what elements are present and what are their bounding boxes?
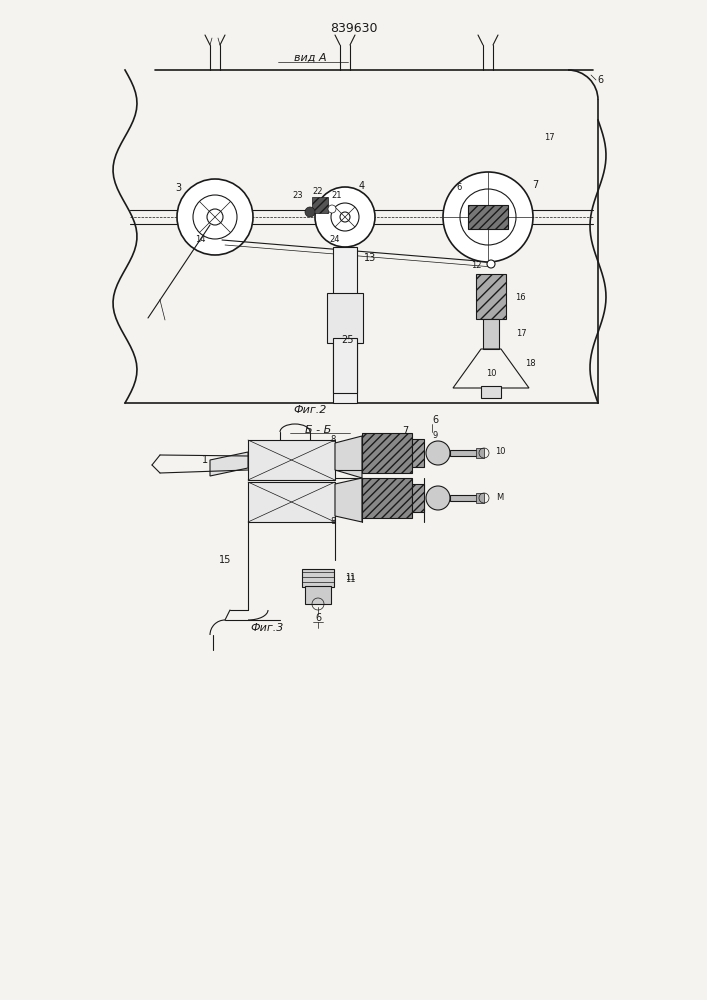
Circle shape [443,172,533,262]
Text: 15: 15 [218,555,231,565]
Bar [333,247,357,403]
Polygon shape [335,478,362,522]
Text: Фиг.3: Фиг.3 [250,623,284,633]
Text: 7: 7 [402,426,408,436]
Bar [327,293,363,343]
Bar [248,482,335,522]
Circle shape [328,205,336,213]
Bar [302,569,334,587]
Circle shape [331,203,359,231]
Bar [483,319,499,349]
Circle shape [193,195,237,239]
Text: 839630: 839630 [330,21,378,34]
Text: 14: 14 [194,235,205,244]
Circle shape [426,441,450,465]
Bar [248,440,335,480]
Circle shape [177,179,253,255]
Bar [362,433,412,473]
Polygon shape [335,436,362,478]
Bar [476,274,506,319]
Circle shape [426,486,450,510]
Bar [476,448,484,458]
Bar [333,338,357,393]
Text: Фиг.2: Фиг.2 [293,405,327,415]
Text: 8: 8 [330,516,336,526]
Text: 4: 4 [359,181,365,191]
Bar [476,493,484,503]
Circle shape [460,189,516,245]
Bar [450,450,480,456]
Text: 6: 6 [432,415,438,425]
Text: 6: 6 [315,613,321,623]
Text: Б - Б: Б - Б [305,425,331,435]
Text: 6: 6 [597,75,603,85]
Text: 10: 10 [486,368,496,377]
Text: 21: 21 [332,190,342,200]
Text: 23: 23 [293,192,303,200]
Text: 7: 7 [532,180,538,190]
Bar [468,205,508,229]
Circle shape [305,207,315,217]
Bar [481,386,501,398]
Bar [450,495,480,501]
Text: 10: 10 [495,448,506,456]
Text: 17: 17 [544,133,554,142]
Text: 6: 6 [456,184,462,192]
Bar [312,197,328,213]
Text: 11: 11 [345,574,355,582]
Text: 3: 3 [175,183,181,193]
Text: вид А: вид А [293,53,327,63]
Text: 1: 1 [202,455,208,465]
Circle shape [487,260,495,268]
Bar [362,478,412,518]
Text: 13: 13 [364,253,376,263]
Text: 18: 18 [525,359,535,367]
Text: 24: 24 [329,235,340,244]
Text: 25: 25 [341,335,354,345]
Circle shape [340,212,350,222]
Circle shape [207,209,223,225]
Text: 22: 22 [312,188,323,196]
Bar [412,439,424,467]
Bar [305,586,331,604]
Text: 8: 8 [330,436,336,444]
Text: 16: 16 [515,292,525,302]
Text: M: M [496,493,503,502]
Text: 17: 17 [515,330,526,338]
Polygon shape [210,452,248,476]
Circle shape [315,187,375,247]
Text: 12: 12 [471,260,481,269]
Text: 11: 11 [345,576,355,584]
Text: 9: 9 [433,432,438,440]
Bar [412,484,424,512]
